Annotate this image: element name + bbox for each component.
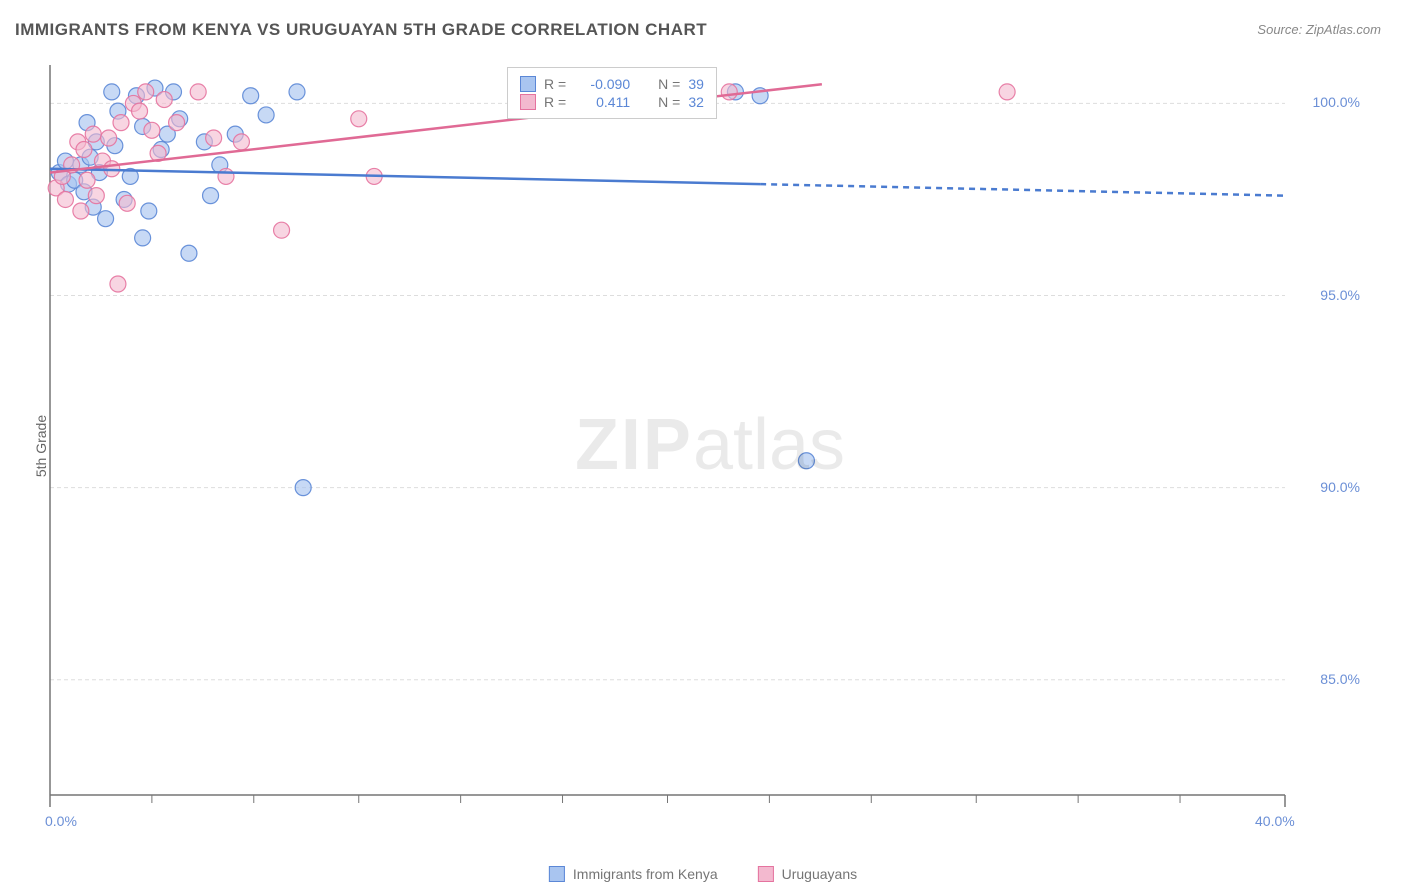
series-legend-item: Uruguayans xyxy=(758,866,858,882)
correlation-legend-row: R = -0.090 N = 39 xyxy=(520,76,704,92)
chart-svg xyxy=(45,55,1375,835)
source-value: ZipAtlas.com xyxy=(1306,22,1381,37)
x-tick-label: 40.0% xyxy=(1255,813,1295,829)
legend-swatch xyxy=(549,866,565,882)
correlation-legend-row: R = 0.411 N = 32 xyxy=(520,94,704,110)
series-legend: Immigrants from Kenya Uruguayans xyxy=(549,866,857,882)
r-label: R = xyxy=(544,76,566,92)
legend-swatch xyxy=(520,76,536,92)
y-tick-label: 90.0% xyxy=(1320,479,1360,495)
y-tick-label: 95.0% xyxy=(1320,287,1360,303)
r-value: 0.411 xyxy=(574,94,630,110)
chart-title: IMMIGRANTS FROM KENYA VS URUGUAYAN 5TH G… xyxy=(15,20,707,40)
source-label: Source: xyxy=(1257,22,1302,37)
source-attribution: Source: ZipAtlas.com xyxy=(1257,22,1381,37)
series-legend-label: Uruguayans xyxy=(782,866,858,882)
y-tick-label: 100.0% xyxy=(1313,94,1360,110)
x-tick-label: 0.0% xyxy=(45,813,77,829)
series-legend-label: Immigrants from Kenya xyxy=(573,866,718,882)
legend-swatch xyxy=(758,866,774,882)
r-value: -0.090 xyxy=(574,76,630,92)
n-value: 39 xyxy=(688,76,704,92)
n-label: N = xyxy=(658,76,680,92)
chart-plot-area: ZIPatlas R =-0.090N =39R =0.411N =32 85.… xyxy=(45,55,1375,835)
r-label: R = xyxy=(544,94,566,110)
y-tick-label: 85.0% xyxy=(1320,671,1360,687)
correlation-legend: R = -0.090 N = 39 R = 0.411 N = 32 xyxy=(507,67,717,119)
n-label: N = xyxy=(658,94,680,110)
n-value: 32 xyxy=(688,94,704,110)
series-legend-item: Immigrants from Kenya xyxy=(549,866,718,882)
legend-swatch xyxy=(520,94,536,110)
